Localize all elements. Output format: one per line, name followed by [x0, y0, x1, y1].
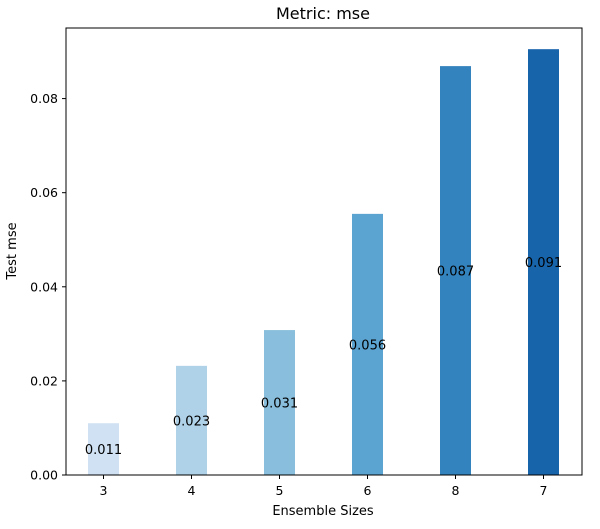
- y-axis-label: Test mse: [5, 222, 20, 280]
- x-axis-ticks: 3 4 5 6 8 7: [100, 475, 548, 498]
- x-tick-label-6: 6: [364, 483, 372, 498]
- data-label-5: 0.031: [261, 397, 298, 412]
- data-label-7: 0.091: [525, 256, 562, 271]
- chart-title: Metric: mse: [276, 4, 370, 23]
- bar-3: [88, 423, 119, 475]
- bar-5: [264, 330, 295, 475]
- data-labels-group: 0.011 0.023 0.031 0.056 0.087 0.091: [85, 256, 562, 458]
- x-tick-label-3: 3: [100, 483, 108, 498]
- bar-7: [528, 49, 559, 476]
- data-label-8: 0.087: [437, 265, 474, 280]
- x-tick-label-5: 5: [276, 483, 284, 498]
- plot-frame: [65, 27, 583, 476]
- y-tick-label-3: 0.06: [30, 185, 58, 200]
- bar-4: [176, 365, 207, 475]
- data-label-3: 0.011: [85, 443, 122, 458]
- y-axis-ticks: 0.00 0.02 0.04 0.06 0.08: [30, 91, 66, 483]
- x-axis-label: Ensemble Sizes: [272, 504, 374, 519]
- x-tick-label-4: 4: [188, 483, 196, 498]
- y-tick-label-2: 0.04: [30, 279, 58, 294]
- x-tick-label-8: 8: [452, 483, 460, 498]
- bar-8: [440, 66, 471, 475]
- x-tick-label-7: 7: [540, 483, 548, 498]
- bars-group: [88, 49, 559, 476]
- y-tick-label-4: 0.08: [30, 91, 58, 106]
- data-label-6: 0.056: [349, 338, 386, 353]
- y-tick-label-1: 0.02: [30, 373, 58, 388]
- y-tick-label-0: 0.00: [30, 468, 58, 483]
- bar-6: [352, 213, 383, 475]
- data-label-4: 0.023: [173, 414, 210, 429]
